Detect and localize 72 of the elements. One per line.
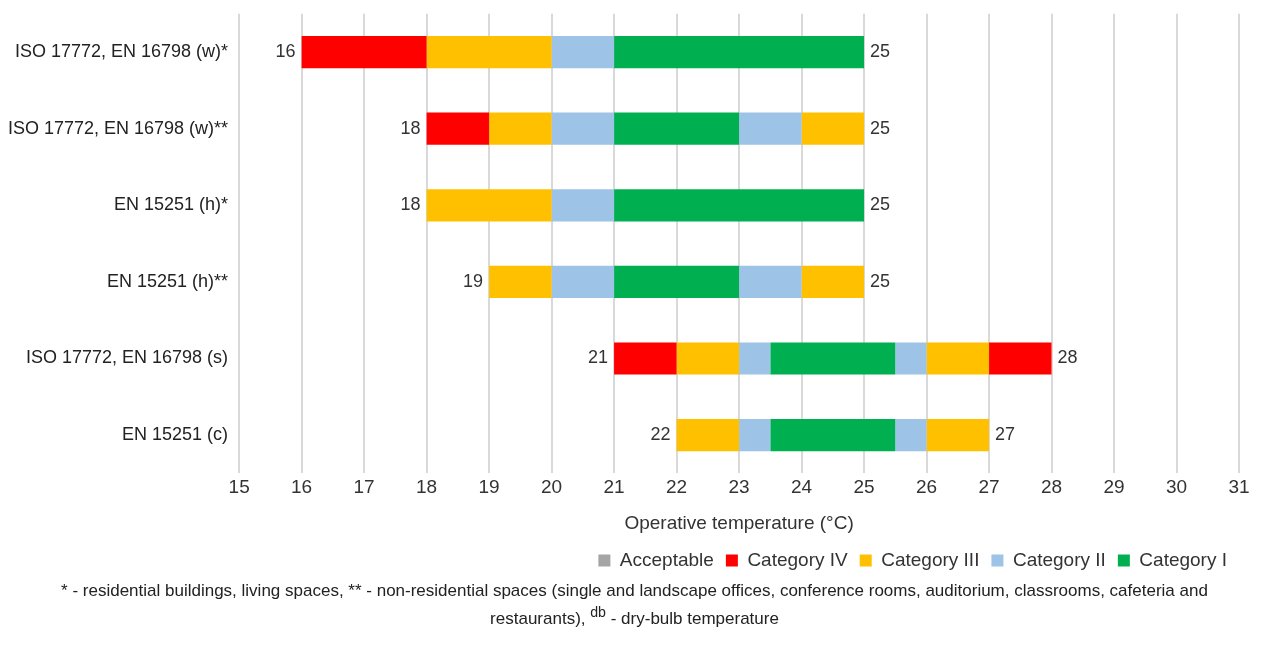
- x-tick-label: 31: [1228, 476, 1250, 498]
- y-tick-label: EN 15251 (h)*: [114, 194, 229, 215]
- bar: [614, 189, 865, 222]
- bar: [614, 112, 740, 145]
- x-tick-label: 18: [416, 476, 438, 498]
- bar: [426, 112, 490, 145]
- legend-label: Category II: [1012, 548, 1106, 570]
- bar: [739, 419, 771, 452]
- bar: [895, 419, 927, 452]
- x-tick-label: 25: [853, 476, 875, 498]
- bar: [489, 112, 552, 145]
- annotation: 22: [650, 424, 671, 445]
- bar: [551, 265, 615, 298]
- legend-label: Category III: [881, 548, 980, 570]
- annotation: 18: [400, 194, 421, 215]
- legend-label: Category IV: [747, 548, 849, 570]
- bar: [426, 36, 552, 69]
- bar: [770, 419, 896, 452]
- bar: [551, 112, 615, 145]
- bar: [551, 36, 615, 69]
- bar: [801, 265, 865, 298]
- y-tick-label: EN 15251 (c): [122, 424, 229, 445]
- y-tick-label: ISO 17772, EN 16798 (w)**: [8, 117, 229, 138]
- x-axis-title: Operative temperature (°C): [624, 511, 854, 533]
- bar: [301, 36, 427, 69]
- x-tick-label: 30: [1165, 476, 1188, 498]
- annotation: 25: [870, 270, 891, 291]
- bar: [614, 36, 865, 69]
- bar: [676, 342, 740, 375]
- y-tick-label: ISO 17772, EN 16798 (s): [26, 347, 229, 368]
- x-tick-label: 16: [291, 476, 313, 498]
- bar: [895, 342, 927, 375]
- x-tick-label: 22: [666, 476, 688, 498]
- bar: [739, 265, 802, 298]
- annotation: 25: [870, 41, 891, 62]
- bar: [489, 265, 552, 298]
- bar: [801, 112, 865, 145]
- bar: [770, 342, 896, 375]
- bar: [426, 189, 552, 222]
- x-tick-label: 20: [541, 476, 563, 498]
- annotation: 28: [1057, 347, 1078, 368]
- x-tick-label: 26: [915, 476, 938, 498]
- annotation: 19: [463, 270, 484, 291]
- x-tick-label: 15: [228, 476, 250, 498]
- x-tick-label: 19: [478, 476, 500, 498]
- bar: [989, 342, 1052, 375]
- x-tick-label: 23: [728, 476, 750, 498]
- annotation: 21: [588, 347, 609, 368]
- x-tick-label: 21: [603, 476, 625, 498]
- x-tick-label: 17: [353, 476, 375, 498]
- x-tick-label: 28: [1040, 476, 1063, 498]
- x-tick-label: 24: [790, 476, 813, 498]
- bar: [926, 419, 990, 452]
- bar: [739, 112, 802, 145]
- bar: [614, 342, 677, 375]
- x-tick-label: 29: [1103, 476, 1125, 498]
- annotation: 16: [275, 41, 296, 62]
- x-tick-label: 27: [978, 476, 1000, 498]
- bar: [676, 419, 740, 452]
- legend-label: Acceptable: [619, 548, 714, 570]
- annotation: 27: [995, 424, 1016, 445]
- bar: [551, 189, 615, 222]
- y-tick-label: EN 15251 (h)**: [107, 270, 229, 291]
- text: * - residential buildings, living spaces, ** - non-residential spaces (single and landscape offices, conference rooms, auditorium, classrooms, cafeteria and restaurants), $^{db}$ - dry-bulb temperature: [60, 580, 1209, 630]
- legend-label: Category I: [1139, 548, 1227, 570]
- annotation: 18: [400, 117, 421, 138]
- bar: [926, 342, 990, 375]
- y-tick-label: ISO 17772, EN 16798 (w)*: [15, 41, 229, 62]
- bar: [614, 265, 740, 298]
- annotation: 25: [870, 194, 891, 215]
- annotation: 25: [870, 117, 891, 138]
- bar: [739, 342, 771, 375]
